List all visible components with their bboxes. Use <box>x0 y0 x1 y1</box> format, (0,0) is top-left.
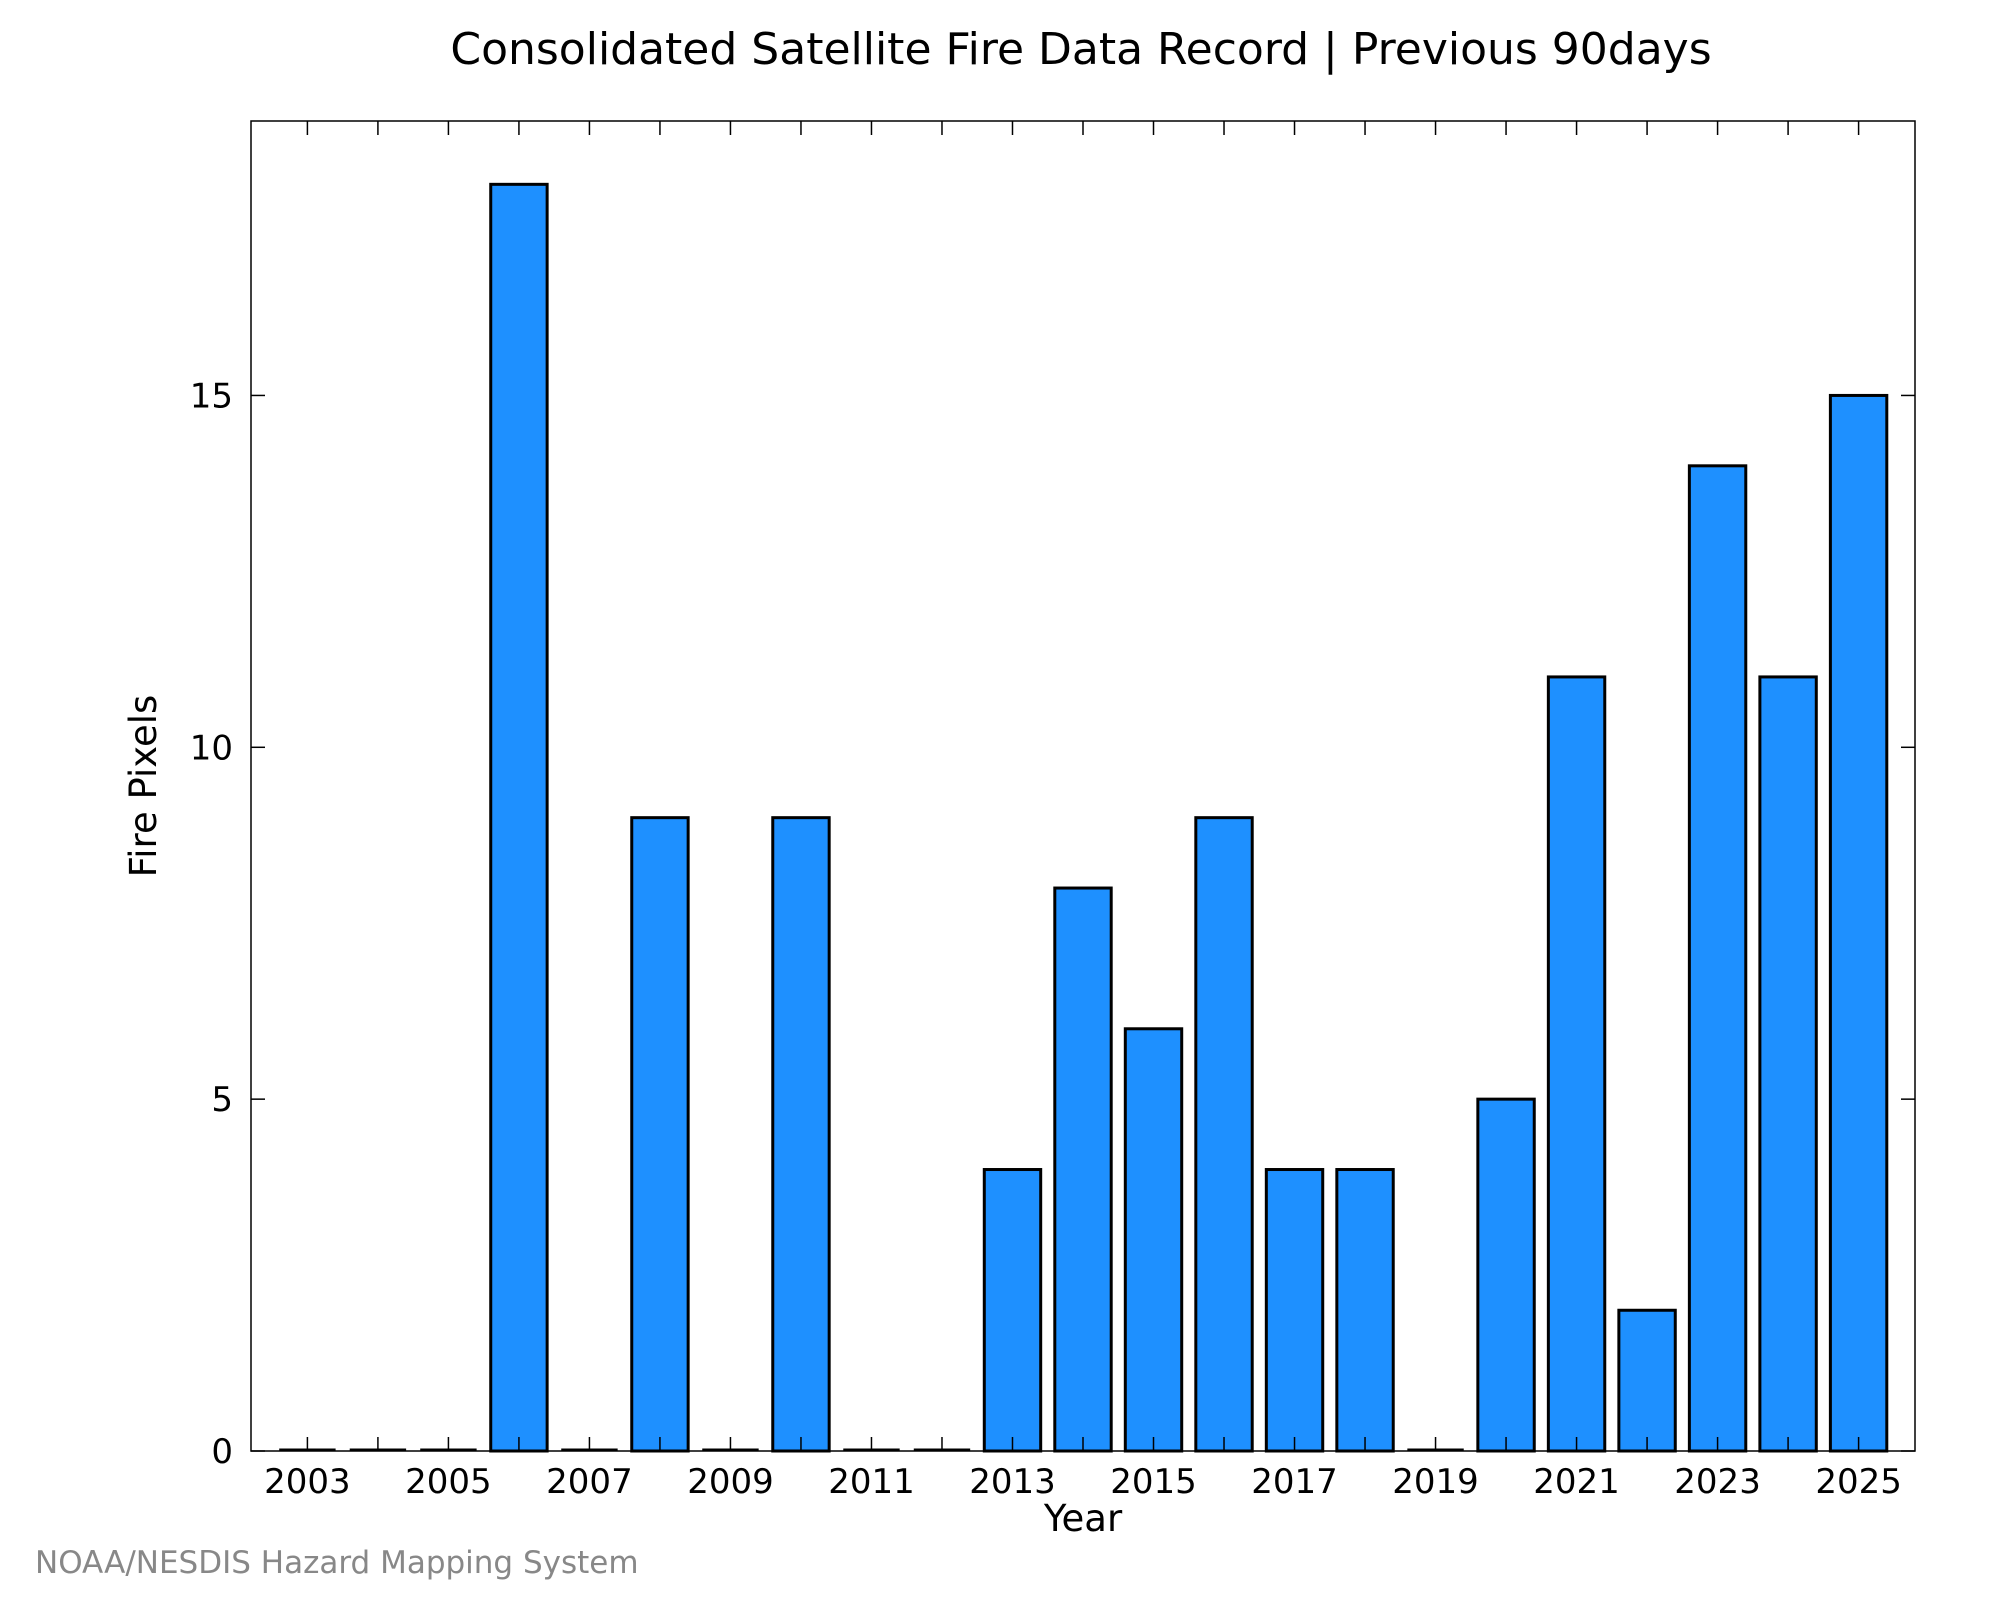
bar-2010 <box>771 816 831 1453</box>
y-tick-label-0: 0 <box>211 1432 233 1472</box>
y-axis-label: Fire Pixels <box>122 695 165 878</box>
bar-2023 <box>1687 464 1748 1453</box>
bar-2016 <box>1194 816 1254 1453</box>
bar-2014 <box>1053 886 1113 1453</box>
x-tick-label-2005: 2005 <box>405 1462 492 1502</box>
bar-2015 <box>1123 1027 1184 1453</box>
ticks-group: 2003 2005 2007 2009 2011 2013 2015 2017 2019 2021… <box>190 121 1915 1502</box>
bar-2018 <box>1335 1168 1395 1453</box>
chart-title: Consolidated Satellite Fire Data Record … <box>450 24 1711 75</box>
bar-2013 <box>982 1168 1043 1453</box>
bars-group <box>279 182 1889 1453</box>
x-tick-label-2015: 2015 <box>1110 1462 1197 1502</box>
y-tick-label-5: 5 <box>211 1080 233 1120</box>
bar-2006 <box>489 182 549 1453</box>
x-tick-label-2023: 2023 <box>1674 1462 1761 1502</box>
plot-frame <box>250 120 1916 1452</box>
x-tick-label-2013: 2013 <box>969 1462 1056 1502</box>
bar-2022 <box>1617 1308 1677 1453</box>
x-tick-label-2017: 2017 <box>1251 1462 1338 1502</box>
x-tick-label-2019: 2019 <box>1392 1462 1479 1502</box>
y-tick-label-10: 10 <box>190 728 233 768</box>
x-tick-label-2025: 2025 <box>1815 1462 1902 1502</box>
y-tick-label-15: 15 <box>190 376 233 416</box>
x-tick-label-2009: 2009 <box>687 1462 774 1502</box>
bar-2024 <box>1758 675 1818 1453</box>
bar-2020 <box>1476 1097 1536 1453</box>
x-tick-label-2003: 2003 <box>264 1462 351 1502</box>
bar-2008 <box>630 816 690 1453</box>
x-tick-label-2007: 2007 <box>546 1462 633 1502</box>
x-tick-label-2011: 2011 <box>828 1462 915 1502</box>
bar-2025 <box>1828 393 1889 1453</box>
credit-text: NOAA/NESDIS Hazard Mapping System <box>35 1545 639 1581</box>
bar-2021 <box>1546 675 1607 1453</box>
x-tick-label-2021: 2021 <box>1533 1462 1620 1502</box>
x-axis-label: Year <box>1043 1497 1123 1540</box>
bar-2017 <box>1264 1168 1325 1453</box>
